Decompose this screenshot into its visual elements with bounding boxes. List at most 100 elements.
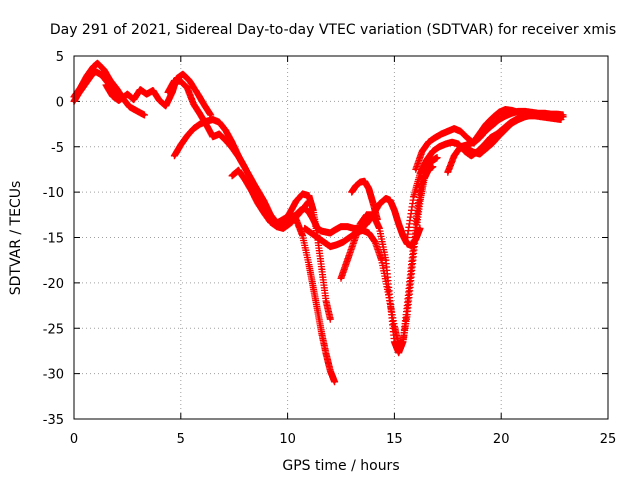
data-point: [91, 65, 95, 69]
data-point: [307, 194, 311, 198]
data-point: [196, 92, 200, 96]
data-point: [328, 369, 332, 373]
data-point: [211, 118, 215, 122]
data-point: [303, 226, 307, 230]
data-point: [76, 92, 80, 96]
data-point: [172, 79, 176, 83]
data-point: [157, 98, 161, 102]
y-tick-label: 0: [56, 95, 64, 110]
y-tick-label: 5: [56, 50, 64, 65]
data-point: [478, 131, 482, 135]
data-point: [166, 90, 170, 94]
x-tick-label: 10: [279, 432, 296, 447]
data-point: [89, 74, 93, 78]
data-point: [322, 240, 326, 244]
data-point: [510, 121, 514, 125]
data-point: [367, 186, 371, 190]
chart-title: Day 291 of 2021, Sidereal Day-to-day VTE…: [50, 22, 616, 38]
data-point: [414, 222, 418, 226]
data-point: [324, 352, 328, 356]
data-point: [211, 135, 215, 139]
data-point: [371, 201, 375, 205]
data-point: [113, 88, 117, 92]
data-point: [328, 245, 332, 249]
y-tick-label: -10: [43, 186, 64, 201]
data-point: [459, 129, 463, 133]
data-point: [516, 118, 520, 122]
y-tick-label: -30: [43, 368, 64, 383]
data-point: [339, 276, 343, 280]
data-point: [380, 258, 384, 262]
data-point: [367, 231, 371, 235]
data-point: [281, 222, 285, 226]
data-point: [83, 83, 87, 87]
data-point: [303, 206, 307, 210]
data-point: [433, 136, 437, 140]
data-point: [491, 141, 495, 145]
data-point: [224, 138, 228, 142]
data-point: [151, 88, 155, 92]
data-point: [450, 140, 454, 144]
data-point: [307, 210, 311, 214]
data-point: [491, 116, 495, 120]
data-point: [377, 226, 381, 230]
data-point: [328, 317, 332, 321]
data-point: [375, 217, 379, 221]
series-markers: [337, 154, 441, 357]
data-point: [311, 208, 315, 212]
data-point: [249, 177, 253, 181]
data-point: [465, 147, 469, 151]
data-point: [510, 108, 514, 112]
data-point: [489, 136, 493, 140]
data-point: [198, 112, 202, 116]
data-point: [384, 196, 388, 200]
data-point: [405, 304, 409, 308]
data-point: [503, 108, 507, 112]
data-point: [286, 217, 290, 221]
data-point: [179, 143, 183, 147]
data-point: [117, 98, 121, 102]
data-point: [95, 61, 99, 65]
data-point: [446, 170, 450, 174]
data-point: [341, 240, 345, 244]
data-point: [164, 104, 168, 108]
data-point: [358, 222, 362, 226]
data-point: [431, 158, 435, 162]
data-point: [202, 103, 206, 107]
data-point: [307, 263, 311, 267]
data-point: [412, 195, 416, 199]
data-point: [459, 145, 463, 149]
data-point: [243, 177, 247, 181]
series-track-13: [444, 106, 535, 176]
data-point: [418, 172, 422, 176]
data-point: [236, 155, 240, 159]
data-point: [301, 192, 305, 196]
data-point: [365, 213, 369, 217]
data-point: [316, 226, 320, 230]
data-point: [456, 142, 460, 146]
y-tick-label: -5: [51, 141, 64, 156]
data-point: [561, 115, 565, 119]
data-point: [102, 68, 106, 72]
tick-labels: 0 5 10 15 20 25 5 0 -5 -10 -15 -20 -25 -30 -35: [43, 50, 617, 447]
data-point: [401, 340, 405, 344]
data-point: [365, 222, 369, 226]
data-point: [471, 150, 475, 154]
data-point: [439, 132, 443, 136]
data-point: [503, 128, 507, 132]
x-tick-label: 15: [386, 432, 403, 447]
data-point: [555, 114, 559, 118]
data-point: [388, 198, 392, 202]
data-point: [339, 225, 343, 229]
data-point: [431, 165, 435, 169]
data-point: [185, 134, 189, 138]
data-point: [142, 113, 146, 117]
data-point: [463, 149, 467, 153]
data-point: [482, 143, 486, 147]
data-point: [328, 231, 332, 235]
data-point: [192, 127, 196, 131]
data-point: [414, 167, 418, 171]
data-point: [437, 145, 441, 149]
data-point: [388, 299, 392, 303]
